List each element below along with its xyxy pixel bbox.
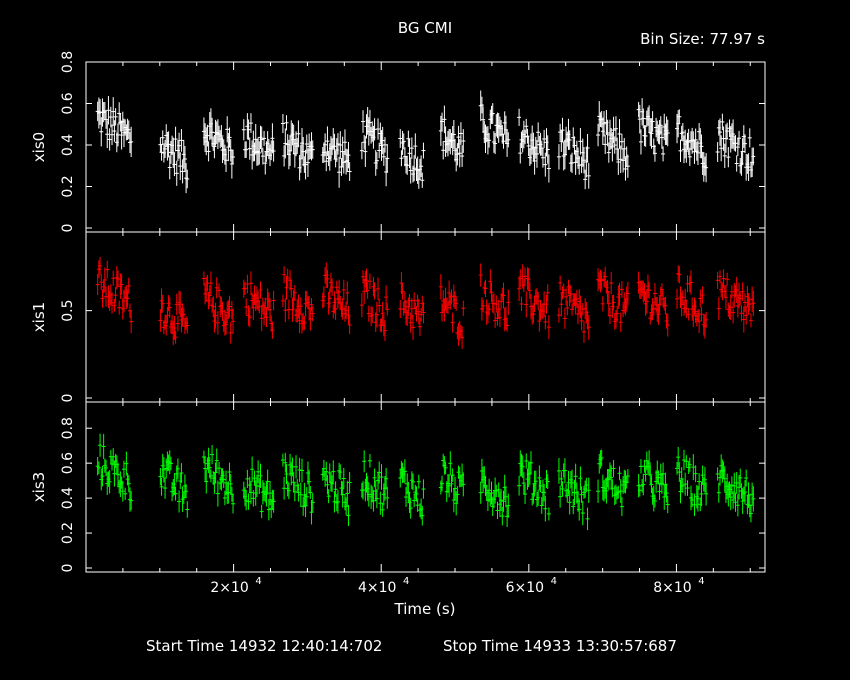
xis1-ytick-label: 0 <box>60 394 76 403</box>
xis3-ytick-label: 0.6 <box>60 452 76 474</box>
x-axis-label: Time (s) <box>394 600 456 618</box>
xis3-ytick-label: 0.4 <box>60 487 76 509</box>
x-tick-exponent: 4 <box>698 576 704 587</box>
bin-size-label: Bin Size: 77.97 s <box>640 30 765 48</box>
xis0-ytick-label: 0.8 <box>60 51 76 73</box>
xis0-ytick-label: 0.4 <box>60 134 76 156</box>
x-tick-exponent: 4 <box>551 576 557 587</box>
xis1-axis-label: xis1 <box>30 302 48 332</box>
start-time-label: Start Time 14932 12:40:14:702 <box>146 637 382 655</box>
xis3-axis-label: xis3 <box>30 472 48 502</box>
xis0-ytick-label: 0 <box>60 224 76 233</box>
xis3-ytick-label: 0 <box>60 564 76 573</box>
x-tick-exponent: 4 <box>255 576 261 587</box>
xis0-axis-label: xis0 <box>30 132 48 162</box>
stop-time-label: Stop Time 14933 13:30:57:687 <box>443 637 677 655</box>
x-tick-exponent: 4 <box>403 576 409 587</box>
xis0-ytick-label: 0.2 <box>60 175 76 197</box>
xis0-ytick-label: 0.6 <box>60 92 76 114</box>
xis3-ytick-label: 0.2 <box>60 522 76 544</box>
xis1-ytick-label: 0.5 <box>60 299 76 321</box>
x-tick-label: 2×10 <box>210 580 248 596</box>
x-tick-label: 4×10 <box>358 580 396 596</box>
x-tick-label: 6×10 <box>506 580 544 596</box>
x-tick-label: 8×10 <box>653 580 691 596</box>
plot-layer: 0 0.2 0.4 0.6 0.8 xis0 0 0.5 xis1 0 0.2 0.4 0.6 0.8 xi… <box>30 51 766 596</box>
chart-title: BG CMI <box>398 19 452 37</box>
xis3-ytick-label: 0.8 <box>60 417 76 439</box>
xis3-panel-frame <box>85 401 766 573</box>
